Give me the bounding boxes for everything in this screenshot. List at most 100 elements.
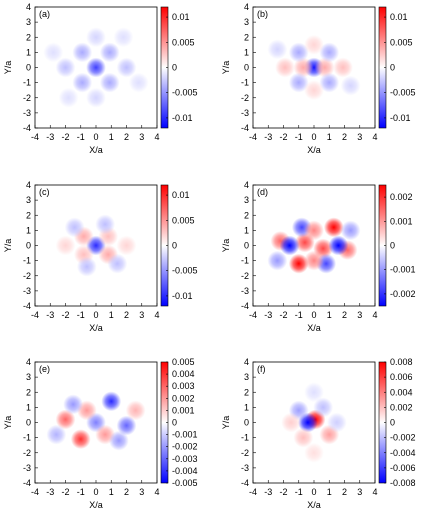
heat-blob: [319, 72, 340, 93]
y-axis-label: Y/a: [3, 61, 13, 75]
x-axis-label: X/a: [89, 145, 103, 155]
x-tick-label: 2: [124, 132, 129, 142]
x-tick-label: -2: [279, 487, 287, 497]
colorbar-tick-label: -0.002: [172, 442, 198, 452]
heat-blob: [116, 235, 137, 256]
colorbar-tick-label: 0.001: [390, 216, 413, 226]
colorbar-tick-label: 0: [390, 241, 395, 251]
heat-blob: [95, 214, 116, 235]
x-tick-label: -4: [31, 487, 39, 497]
colorbar-tick-label: 0: [390, 63, 395, 73]
y-tick-label: -1: [23, 433, 31, 443]
heat-blob: [267, 250, 288, 271]
heat-blob: [304, 220, 324, 241]
heatmap: [55, 214, 137, 277]
y-tick-label: 1: [244, 402, 249, 412]
x-tick-label: 0: [93, 310, 98, 320]
y-tick-label: -3: [23, 463, 31, 473]
panel-label: (a): [39, 9, 50, 19]
y-tick-label: 1: [26, 225, 31, 235]
x-tick-label: 2: [124, 487, 129, 497]
colorbar-tick-label: -0.006: [390, 463, 416, 473]
x-tick-label: 0: [311, 487, 316, 497]
colorbar-tick-label: 0.002: [390, 402, 413, 412]
x-tick-label: -1: [77, 310, 85, 320]
y-tick-label: 2: [244, 387, 249, 397]
y-tick-label: 2: [26, 32, 31, 42]
heat-blob: [288, 253, 309, 274]
x-tick-label: 1: [109, 310, 114, 320]
colorbar-tick-label: -0.005: [390, 88, 416, 98]
y-tick-label: -4: [241, 478, 249, 488]
x-axis-label: X/a: [307, 323, 321, 333]
heat-blob: [313, 397, 334, 418]
colorbar-tick-label: 0.005: [172, 37, 195, 47]
x-tick-label: 4: [154, 132, 159, 142]
panel-label: (f): [257, 364, 266, 374]
colorbar-tick-label: -0.01: [390, 113, 411, 123]
y-tick-label: 0: [26, 63, 31, 73]
heat-blob: [304, 80, 324, 101]
x-tick-label: 0: [93, 132, 98, 142]
y-tick-label: -4: [23, 301, 31, 311]
heat-blob: [328, 235, 349, 256]
y-tick-label: -1: [241, 256, 249, 266]
y-tick-label: 0: [26, 241, 31, 251]
y-tick-label: -4: [241, 123, 249, 133]
x-tick-label: -3: [46, 487, 54, 497]
panel-label: (b): [257, 9, 268, 19]
x-tick-label: -3: [46, 310, 54, 320]
y-tick-label: 4: [244, 180, 249, 190]
heat-blob: [99, 42, 120, 63]
colorbar-tick-label: 0.01: [172, 12, 190, 22]
x-tick-label: 4: [154, 487, 159, 497]
y-axis-label: Y/a: [221, 416, 231, 430]
x-tick-label: 3: [139, 487, 144, 497]
heat-blob: [128, 72, 149, 93]
x-tick-label: 2: [342, 132, 347, 142]
colorbar-tick-label: -0.005: [172, 88, 198, 98]
y-tick-label: 2: [244, 32, 249, 42]
y-axis-label: Y/a: [3, 239, 13, 253]
panel-label: (c): [39, 187, 50, 197]
y-tick-label: -3: [241, 463, 249, 473]
heat-blob: [101, 391, 122, 412]
x-tick-label: -1: [295, 487, 303, 497]
x-tick-label: 3: [139, 310, 144, 320]
y-tick-label: 4: [244, 357, 249, 367]
colorbar-tick-label: 0.004: [172, 369, 195, 379]
heat-blob: [340, 75, 361, 96]
heat-blob: [55, 409, 76, 430]
x-tick-label: 4: [372, 487, 377, 497]
x-tick-label: 4: [372, 132, 377, 142]
y-tick-label: -4: [241, 301, 249, 311]
x-tick-label: -2: [61, 132, 69, 142]
heat-blob: [279, 235, 300, 256]
heat-blob: [319, 42, 340, 63]
colorbar-tick-label: -0.002: [390, 433, 416, 443]
y-tick-label: 0: [244, 418, 249, 428]
y-tick-label: 1: [244, 225, 249, 235]
y-tick-label: -3: [23, 286, 31, 296]
panel-label: (d): [257, 187, 268, 197]
colorbar-tick-label: 0.01: [172, 190, 190, 200]
y-tick-label: 3: [26, 372, 31, 382]
heat-blob: [46, 424, 67, 445]
x-tick-label: -1: [77, 132, 85, 142]
heat-blob: [326, 412, 347, 433]
x-tick-label: 3: [139, 132, 144, 142]
y-tick-label: 2: [26, 387, 31, 397]
heat-blob: [116, 415, 137, 436]
heatmap: [46, 391, 146, 451]
colorbar-tick-label: 0.003: [172, 381, 195, 391]
x-tick-label: -2: [61, 310, 69, 320]
heat-blob: [323, 217, 344, 238]
y-axis-label: Y/a: [3, 416, 13, 430]
heat-blob: [55, 57, 76, 78]
y-axis-label: Y/a: [221, 61, 231, 75]
heat-blob: [63, 394, 84, 415]
heat-blob: [58, 87, 79, 108]
